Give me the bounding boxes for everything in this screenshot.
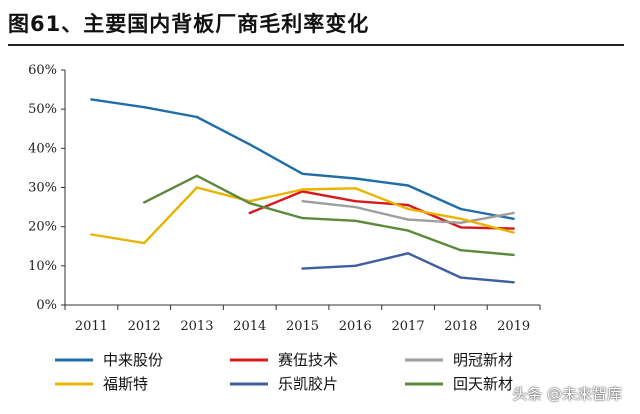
- series-line: [143, 174, 514, 257]
- y-tick-label: 20%: [28, 220, 57, 235]
- data-point: [459, 221, 463, 224]
- data-point: [512, 231, 515, 234]
- data-point: [248, 201, 251, 205]
- data-point: [512, 211, 515, 215]
- data-point: [248, 211, 251, 215]
- legend-item: 回天新材: [405, 375, 513, 393]
- data-point: [90, 233, 93, 236]
- data-point: [512, 281, 515, 284]
- legend-label: 回天新材: [453, 375, 513, 393]
- data-point: [354, 205, 357, 209]
- x-tick-label: 2015: [286, 319, 319, 334]
- data-point: [459, 226, 463, 229]
- x-tick-label: 2013: [180, 319, 213, 334]
- data-point: [354, 264, 357, 268]
- series-line: [302, 252, 514, 284]
- series-line: [249, 190, 514, 230]
- data-point: [354, 187, 357, 190]
- legend-label: 赛伍技术: [278, 351, 338, 369]
- data-point: [354, 177, 357, 180]
- legend-label: 明冠新材: [453, 351, 513, 369]
- data-point: [354, 219, 357, 222]
- legend-label: 中来股份: [103, 351, 163, 369]
- data-point: [512, 217, 515, 221]
- y-tick-label: 60%: [28, 63, 57, 78]
- legend-label: 福斯特: [103, 375, 148, 393]
- data-point: [406, 218, 410, 221]
- watermark: 头条 @未来智库: [512, 385, 622, 403]
- x-tick-label: 2018: [444, 319, 477, 334]
- data-point: [406, 207, 410, 211]
- x-tick-label: 2019: [497, 319, 530, 334]
- series-1: [248, 190, 515, 230]
- data-point: [195, 115, 199, 119]
- data-point: [195, 174, 199, 177]
- y-tick-label: 30%: [28, 181, 57, 196]
- y-tick-label: 0%: [36, 298, 57, 313]
- data-point: [512, 253, 515, 257]
- data-point: [142, 201, 146, 204]
- legend-item: 福斯特: [55, 375, 148, 393]
- data-point: [406, 252, 410, 255]
- y-tick-label: 10%: [28, 259, 57, 274]
- series-0: [90, 98, 515, 221]
- legend-item: 明冠新材: [405, 351, 513, 369]
- legend-item: 中来股份: [55, 351, 163, 369]
- data-point: [512, 227, 515, 230]
- data-point: [459, 207, 463, 211]
- figure-title: 图61、主要国内背板厂商毛利率变化: [8, 12, 370, 36]
- title-divider: [8, 44, 624, 46]
- series-3: [90, 186, 515, 245]
- data-point: [301, 188, 304, 191]
- series-4: [301, 252, 515, 284]
- data-point: [406, 229, 410, 232]
- y-tick-label: 50%: [28, 102, 57, 117]
- x-tick-label: 2014: [233, 319, 266, 334]
- data-point: [248, 143, 251, 146]
- data-point: [142, 106, 146, 109]
- series-2: [301, 200, 515, 225]
- data-point: [406, 203, 410, 207]
- legend-item: 乐凯胶片: [230, 375, 338, 393]
- data-point: [459, 276, 463, 279]
- x-tick-label: 2011: [75, 319, 108, 334]
- data-point: [459, 217, 463, 221]
- legend-label: 乐凯胶片: [278, 375, 338, 393]
- y-tick-label: 40%: [28, 141, 57, 156]
- series-5: [142, 174, 515, 257]
- x-tick-label: 2017: [392, 319, 425, 334]
- data-point: [301, 267, 304, 270]
- legend-item: 赛伍技术: [230, 351, 338, 369]
- data-point: [406, 184, 410, 187]
- data-point: [90, 98, 93, 101]
- data-point: [354, 200, 357, 203]
- data-point: [195, 186, 199, 189]
- x-tick-label: 2016: [339, 319, 372, 334]
- data-point: [301, 200, 304, 203]
- x-tick-label: 2012: [128, 319, 161, 334]
- data-point: [459, 248, 463, 252]
- data-point: [301, 216, 304, 220]
- data-point: [142, 241, 146, 245]
- data-point: [301, 172, 304, 175]
